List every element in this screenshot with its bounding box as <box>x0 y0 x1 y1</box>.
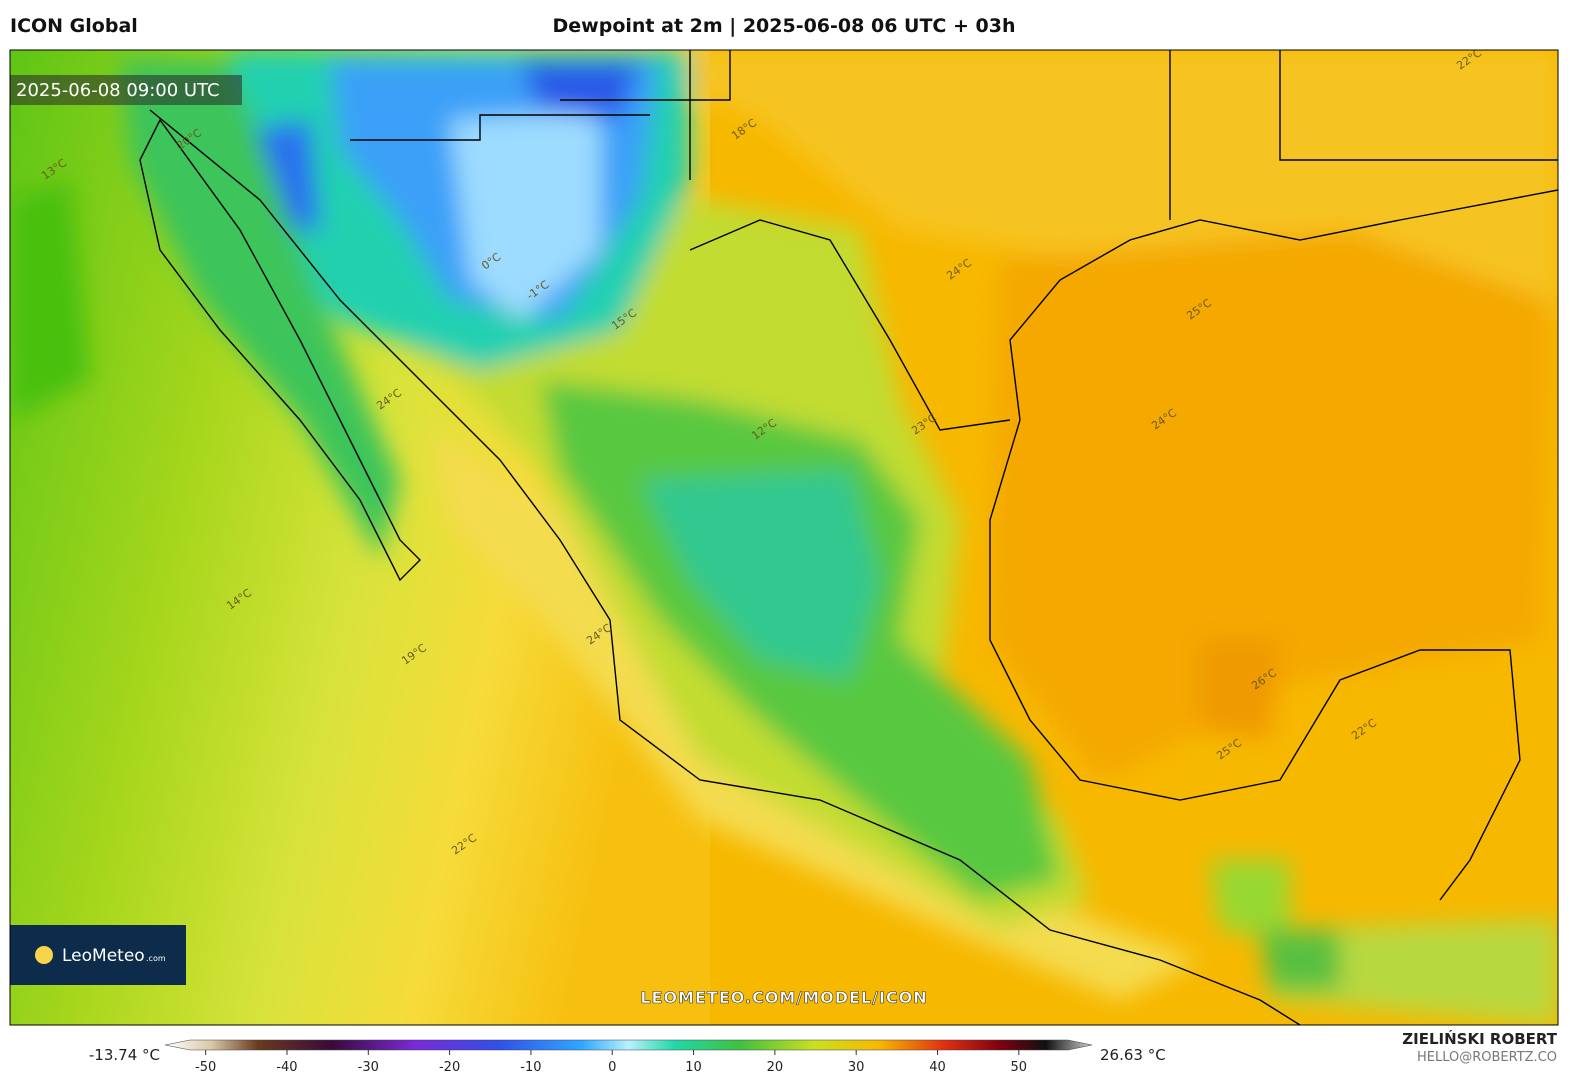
model-name: ICON Global <box>10 15 138 37</box>
colorbar-tick-label: -30 <box>358 1060 379 1075</box>
map-frame <box>9 49 1559 1026</box>
colorbar-tick-label: -50 <box>195 1060 216 1075</box>
colorbar-tick-label: 10 <box>685 1060 702 1075</box>
colorbar-tick-label: -20 <box>439 1060 460 1075</box>
colorbar-tick-label: 50 <box>1011 1060 1028 1075</box>
colorbar-tick-label: 0 <box>608 1060 616 1075</box>
logo-name: LeoMeteo <box>62 946 145 966</box>
colorbar-min: -13.74 °C <box>89 1046 160 1064</box>
author: ZIELIŃSKI ROBERT <box>1402 1029 1557 1048</box>
colorbar: -13.74 °C 26.63 °C -50 -40 -30 -20 -10 0 10 20 3… <box>89 1039 1166 1075</box>
map-title: Dewpoint at 2m | 2025-06-08 06 UTC + 03h <box>553 15 1016 37</box>
borders <box>139 50 1558 1025</box>
colorbar-tick-label: -40 <box>276 1060 297 1075</box>
colorbar-tick-label: 20 <box>767 1060 784 1075</box>
colorbar-max: 26.63 °C <box>1100 1046 1166 1064</box>
logo-suffix: .com <box>146 954 166 963</box>
colorbar-tick-label: -10 <box>520 1060 541 1075</box>
valid-time: 2025-06-08 09:00 UTC <box>16 80 220 101</box>
watermark: LEOMETEO.COM/MODEL/ICON <box>640 988 927 1007</box>
time-badge <box>10 75 242 105</box>
colorbar-tick-label: 40 <box>929 1060 946 1075</box>
logo-sun <box>35 946 53 964</box>
email: HELLO@ROBERTZ.CO <box>1417 1050 1557 1065</box>
colorbar-tick-label: 30 <box>848 1060 865 1075</box>
colorbar-ramp <box>164 1039 1093 1051</box>
map: 13°C14°C19°C24°C22°C24°C25°C26°C24°C25°C… <box>10 50 1558 1025</box>
